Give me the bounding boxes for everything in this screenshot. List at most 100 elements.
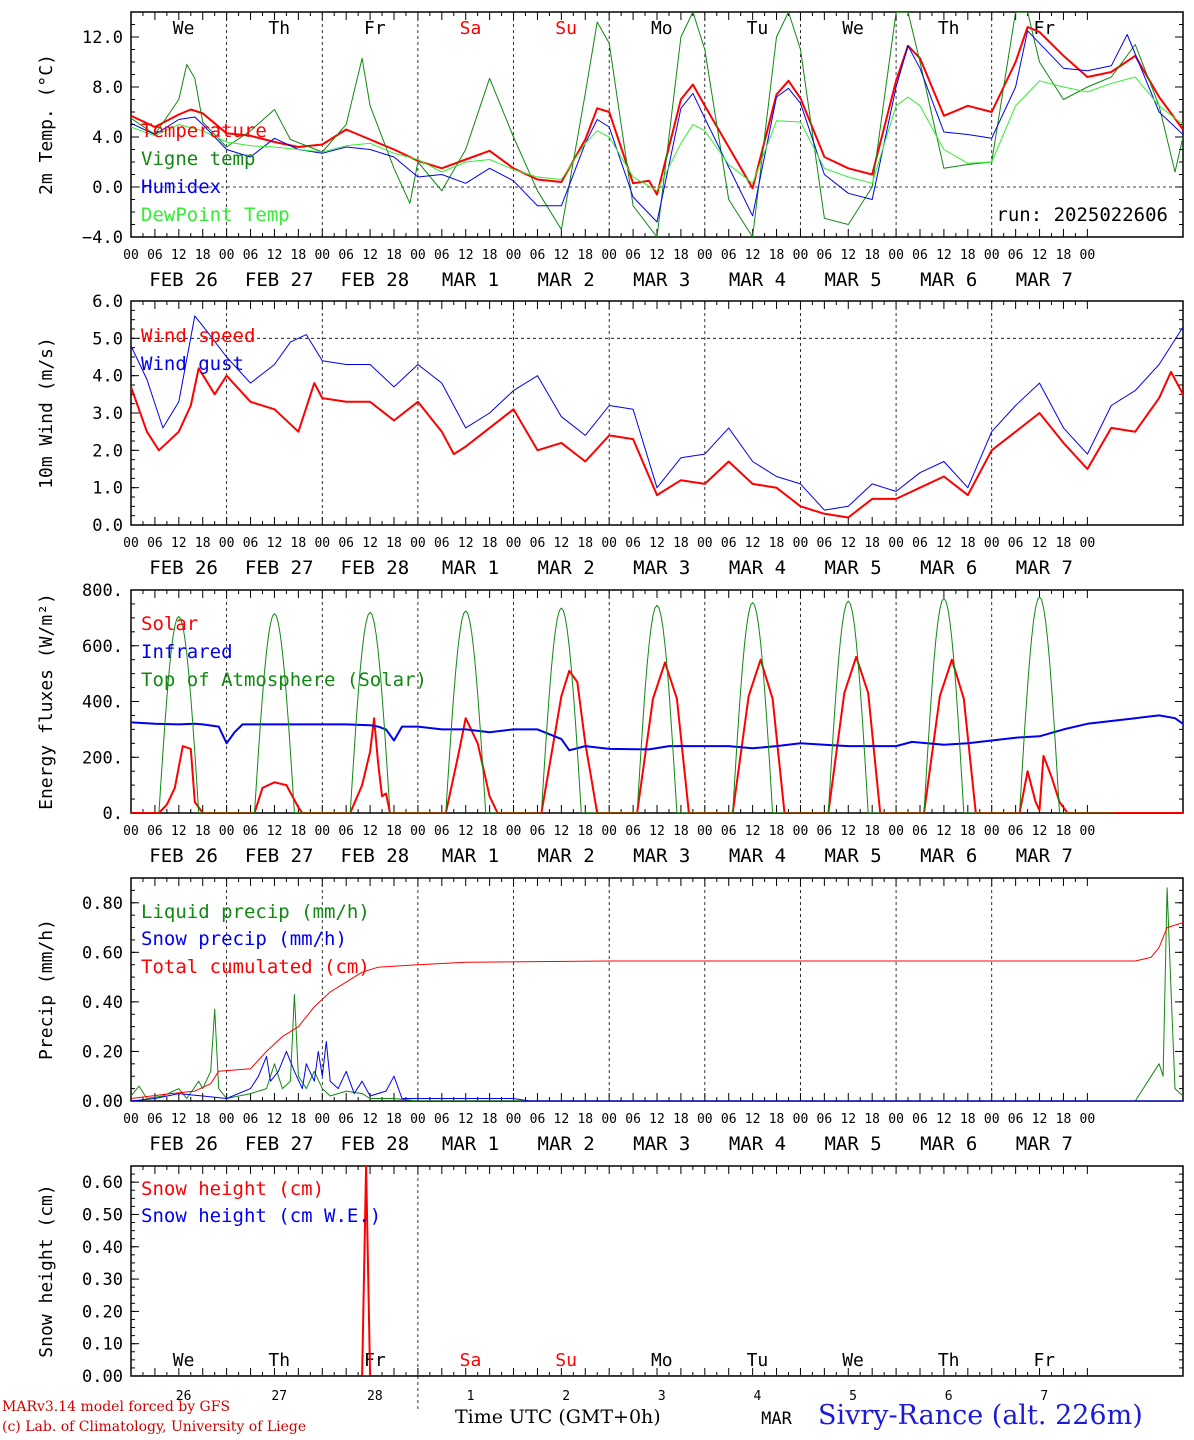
hour-label: 00 [888,536,904,551]
hour-label: 06 [817,824,833,839]
legend-entry: Snow precip (mm/h) [141,928,347,950]
hour-label: 18 [291,536,307,551]
weekday-label: We [173,18,195,39]
hour-label: 12 [458,248,474,263]
hour-label: 06 [147,1112,163,1127]
hour-label: 18 [673,1112,689,1127]
hour-label: 00 [697,1112,713,1127]
hour-label: 06 [817,536,833,551]
y-axis-label: 2m Temp. (°C) [36,54,57,195]
hour-label: 06 [912,1112,928,1127]
hour-label: 12 [840,824,856,839]
y-tick-label: 0.00 [82,1367,123,1387]
hour-label: 00 [888,248,904,263]
hour-label: 00 [123,536,139,551]
time-axis-label: Time UTC (GMT+0h) [455,1406,661,1428]
date-label: MAR 5 [824,1133,881,1155]
hour-label: 00 [888,1112,904,1127]
hour-label: 18 [482,536,498,551]
y-axis-label: 10m Wind (m/s) [36,337,57,489]
legend-entry: Total cumulated (cm) [141,956,370,978]
hour-label: 00 [601,1112,617,1127]
y-tick-label: 12.0 [82,28,123,48]
hour-label: 00 [410,536,426,551]
date-label: MAR 2 [538,845,595,867]
hour-label: 00 [793,824,809,839]
weekday-label: We [842,18,864,39]
hour-label: 06 [434,536,450,551]
weekday-label: Sa [460,1350,482,1371]
date-label: MAR 6 [920,269,977,291]
y-tick-label: 0.10 [82,1335,123,1355]
hour-label: 06 [912,536,928,551]
hour-label: 12 [649,536,665,551]
hour-label: 18 [960,248,976,263]
hour-label: 12 [745,536,761,551]
plot-frame-wind [130,300,1184,526]
day-number-label: 6 [945,1389,953,1404]
hour-label: 12 [362,248,378,263]
hour-label: 00 [793,536,809,551]
hour-label: 12 [362,536,378,551]
month-label: MAR [761,1409,792,1429]
hour-label: 12 [171,248,187,263]
hour-label: 00 [314,1112,330,1127]
date-label: MAR 7 [1016,1133,1073,1155]
series-line-precip [131,1041,1183,1101]
hour-label: 12 [362,824,378,839]
hour-label: 06 [530,536,546,551]
y-tick-label: 8.0 [92,78,123,98]
hour-label: 18 [577,824,593,839]
hour-label: 06 [625,536,641,551]
hour-label: 18 [960,1112,976,1127]
y-tick-label: 200. [82,748,123,768]
hour-label: 18 [577,248,593,263]
hour-label: 12 [458,536,474,551]
date-label: MAR 6 [920,557,977,579]
hour-label: 00 [314,248,330,263]
hour-label: 06 [434,824,450,839]
date-label: FEB 26 [149,1133,218,1155]
series-line-wind [131,367,1183,519]
hour-label: 18 [864,248,880,263]
weekday-label: Sa [460,18,482,39]
legend-entry: Infrared [141,641,233,663]
y-tick-label: −4.0 [82,228,123,248]
date-label: FEB 28 [341,845,410,867]
hour-label: 18 [577,536,593,551]
hour-label: 18 [195,1112,211,1127]
hour-label: 12 [1032,248,1048,263]
hour-label: 18 [482,1112,498,1127]
hour-label: 12 [1032,1112,1048,1127]
hour-label: 00 [697,824,713,839]
y-tick-label: 0.40 [82,993,123,1013]
legend-entry: Temperature [141,120,267,142]
hour-label: 06 [338,1112,354,1127]
hour-label: 06 [338,248,354,263]
model-credit: MARv3.14 model forced by GFS [2,1399,231,1415]
hour-label: 00 [601,248,617,263]
date-label: MAR 5 [824,557,881,579]
series-line-energy [131,655,1183,813]
legend-entry: Solar [141,613,198,635]
hour-label: 00 [984,248,1000,263]
hour-label: 06 [1008,824,1024,839]
hour-label: 06 [243,824,259,839]
date-label: MAR 3 [633,269,690,291]
series-line-temp [131,26,1183,196]
date-label: MAR 7 [1016,557,1073,579]
hour-label: 12 [936,824,952,839]
hour-label: 06 [912,248,928,263]
date-label: MAR 1 [442,557,499,579]
hour-label: 06 [338,536,354,551]
date-label: MAR 4 [729,845,786,867]
y-tick-label: 6.0 [92,292,123,312]
hour-label: 12 [267,824,283,839]
hour-label: 00 [219,824,235,839]
weekday-label: Fr [364,18,386,39]
hour-label: 12 [1032,536,1048,551]
hour-label: 00 [314,824,330,839]
series-line-precip [131,922,1183,1099]
hour-label: 06 [147,536,163,551]
date-label: FEB 26 [149,845,218,867]
